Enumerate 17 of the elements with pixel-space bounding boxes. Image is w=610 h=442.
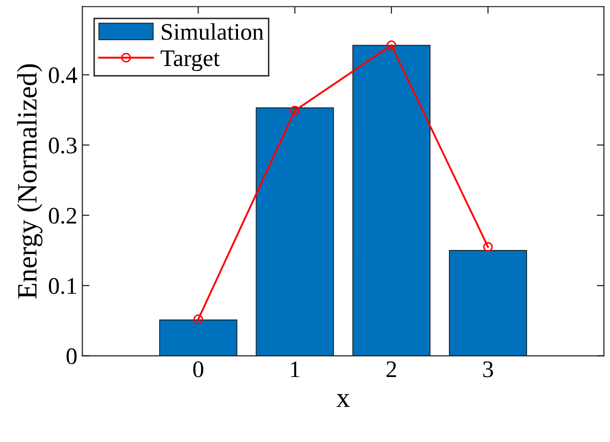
y-tick-label: 0.4 [48,67,78,84]
x-tick-label: 3 [483,361,493,378]
legend-label: Target [160,50,220,72]
point [290,106,300,116]
y-tick-label: 0.1 [48,278,76,294]
y-tick-label: 0.3 [48,138,77,154]
legend-label: Simulation [162,23,264,40]
y-tick-label: 0 [66,348,77,364]
x-tick-label: 2 [386,361,396,378]
y-axis-title: Energy (Normalized) [17,64,42,299]
x-axis-title: x [336,394,350,407]
x-tick-label: 1 [291,361,300,378]
point [386,40,396,50]
x-tick-label: 0 [193,361,204,378]
point [483,242,493,252]
y-tick-label: 0.2 [48,208,76,224]
point [193,314,204,324]
